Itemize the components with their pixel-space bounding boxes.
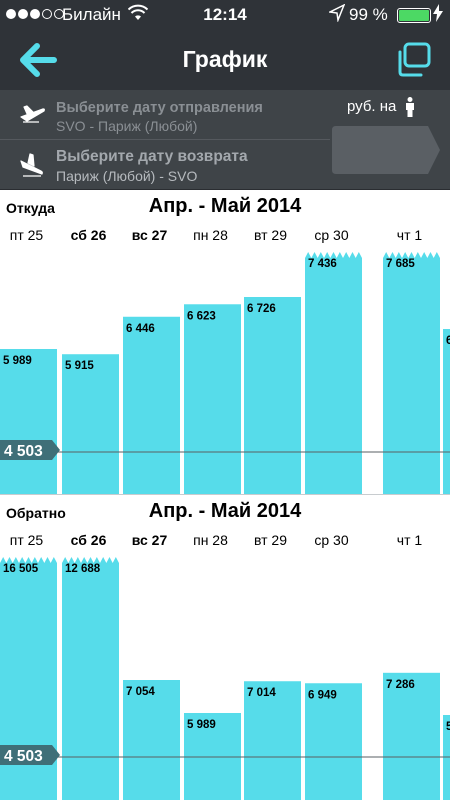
bar-value-label: 5 <box>446 721 450 733</box>
price-bar[interactable] <box>305 252 362 495</box>
location-arrow-icon <box>327 3 346 27</box>
price-bar[interactable] <box>244 297 301 495</box>
copy-button[interactable] <box>394 42 432 78</box>
outbound-route: SVO - Париж (Любой) <box>56 118 198 134</box>
page-title: График <box>182 46 268 72</box>
price-bar[interactable] <box>244 681 301 800</box>
person-icon <box>406 97 414 117</box>
carrier-name: Билайн <box>62 5 121 24</box>
day-label: ср 30 <box>314 532 348 548</box>
currency-selector[interactable] <box>332 126 440 174</box>
bar-value-label: 6 <box>446 335 450 347</box>
price-bar[interactable] <box>123 316 180 495</box>
nav-bar: График <box>0 30 450 90</box>
day-label: пт 25 <box>10 227 44 243</box>
day-label: пт 25 <box>10 532 44 548</box>
day-label: ср 30 <box>314 227 348 243</box>
bar-value-label: 5 915 <box>65 360 94 372</box>
divider <box>0 189 450 190</box>
min-price-label: 4 503 <box>4 443 43 460</box>
chart-title: Апр. - Май 2014 <box>148 195 302 217</box>
min-price-badge <box>0 745 60 765</box>
battery-icon <box>397 8 431 23</box>
search-panel: Выберите дату отправления SVO - Париж (Л… <box>0 90 450 190</box>
arrow-left-icon <box>20 43 57 77</box>
day-label: сб 26 <box>71 532 107 548</box>
currency-label: руб. на <box>347 98 397 115</box>
bar-value-label: 6 623 <box>187 310 216 322</box>
bar-value-label: 16 505 <box>3 563 39 575</box>
return-route: Париж (Любой) - SVO <box>56 168 198 184</box>
day-label: сб 26 <box>71 227 107 243</box>
day-label: вт 29 <box>254 532 287 548</box>
bar-value-label: 7 014 <box>247 687 276 699</box>
battery-percent: 99 % <box>349 5 388 24</box>
clock: 12:14 <box>203 5 247 24</box>
landing-plane-icon <box>20 153 43 177</box>
departing-plane-icon <box>20 105 45 123</box>
bar-value-label: 7 436 <box>308 258 337 270</box>
battery-fill <box>399 10 429 21</box>
outbound-label: Выберите дату отправления <box>56 100 263 116</box>
wifi-icon <box>127 4 149 27</box>
return-price-chart: 16 505 12 688 7 054 5 989 7 014 6 949 7 286 5 пт… <box>0 495 450 800</box>
day-label: вс 27 <box>132 532 168 548</box>
day-label: пн 28 <box>193 227 228 243</box>
chart-divider <box>0 494 450 495</box>
price-bar[interactable] <box>383 252 440 495</box>
return-date-selector[interactable]: Выберите дату возврата Париж (Любой) - S… <box>0 140 450 190</box>
bar-value-label: 5 989 <box>187 719 216 731</box>
return-label: Выберите дату возврата <box>56 148 248 165</box>
price-bar[interactable] <box>383 672 440 800</box>
bar-value-label: 7 286 <box>386 679 415 691</box>
price-bar[interactable] <box>0 349 57 495</box>
price-bar[interactable] <box>443 329 450 495</box>
charging-bolt-icon <box>433 4 443 26</box>
day-label: вс 27 <box>132 227 168 243</box>
price-bar[interactable] <box>62 557 119 800</box>
price-bar[interactable] <box>0 557 57 800</box>
bar-value-label: 6 446 <box>126 323 155 335</box>
bar-value-label: 6 726 <box>247 303 276 315</box>
price-bar[interactable] <box>62 354 119 495</box>
return-chart-canvas: 16 505 12 688 7 054 5 989 7 014 6 949 7 286 5 пт… <box>0 532 450 800</box>
bar-value-label: 7 054 <box>126 686 155 698</box>
bar-value-label: 5 989 <box>3 355 32 367</box>
price-bar[interactable] <box>305 683 362 800</box>
outbound-date-selector[interactable]: Выберите дату отправления SVO - Париж (Л… <box>0 90 450 140</box>
price-bar[interactable] <box>184 304 241 495</box>
signal-strength-icon <box>6 9 64 19</box>
outbound-chart-canvas: 5 989 5 915 6 446 6 623 6 726 7 436 7 685 6 пт 2… <box>0 227 450 495</box>
divider <box>0 139 330 140</box>
copy-icon <box>398 42 431 77</box>
bar-value-label: 6 949 <box>308 689 337 701</box>
day-label: вт 29 <box>254 227 287 243</box>
chart-section-label: Откуда <box>6 200 55 216</box>
min-price-label: 4 503 <box>4 748 43 765</box>
day-label: чт 1 <box>397 532 423 548</box>
day-label: пн 28 <box>193 532 228 548</box>
price-bar[interactable] <box>123 680 180 800</box>
min-price-badge <box>0 440 60 460</box>
bar-value-label: 7 685 <box>386 258 415 270</box>
day-label: чт 1 <box>397 227 423 243</box>
bar-value-label: 12 688 <box>65 563 101 575</box>
chart-section-label: Обратно <box>6 505 66 521</box>
back-button[interactable] <box>20 43 60 77</box>
outbound-price-chart: 5 989 5 915 6 446 6 623 6 726 7 436 7 685 6 пт 2… <box>0 190 450 495</box>
status-bar: Билайн 12:14 99 % <box>0 0 450 30</box>
chart-title: Апр. - Май 2014 <box>148 500 302 522</box>
